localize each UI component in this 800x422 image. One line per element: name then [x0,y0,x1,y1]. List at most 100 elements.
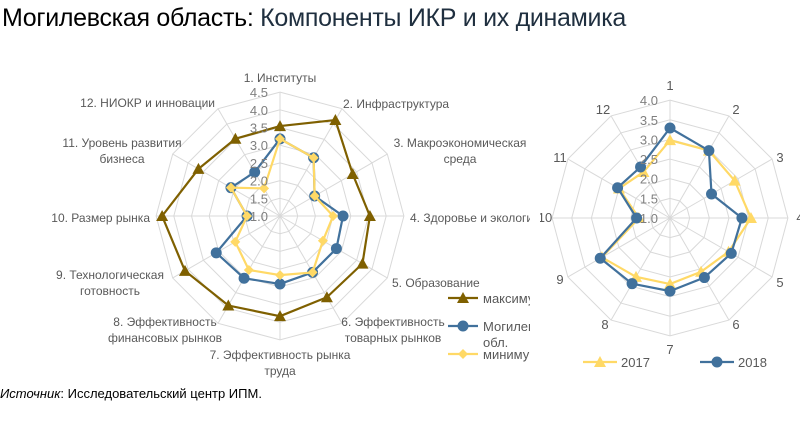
tick-label: 3.5 [640,113,658,128]
category-label: 9 [556,272,563,287]
legend-marker [457,320,469,332]
data-point [210,247,222,259]
data-point [664,122,676,134]
source-label: Источник [0,386,61,401]
data-point [222,299,235,311]
data-point [238,272,250,284]
category-label: 12 [596,102,610,117]
tick-label: 4.0 [640,93,658,108]
data-point [706,188,718,200]
data-point [337,210,349,222]
tick-label: 4.5 [250,85,268,100]
tick-label: 3.5 [250,121,268,136]
legend-label: обл. [483,335,508,350]
data-point [259,183,270,194]
legend-label: 2018 [738,355,767,370]
data-point [635,161,647,173]
legend-marker [457,292,469,303]
tick-label: 2.0 [250,174,268,189]
category-label: 7. Эффективность рынка [210,348,351,362]
data-point [225,182,236,193]
grid-spoke [567,217,671,278]
page-title: Могилевская область: Компоненты ИКР и их… [2,4,626,33]
legend-label: минимум [483,347,538,362]
data-point [328,211,339,221]
data-point [274,120,286,132]
category-label: 6. Эффективность [341,315,444,329]
data-point [156,210,169,221]
data-point [664,134,676,146]
data-point [274,278,286,290]
data-point [744,212,757,223]
category-label: финансовых рынков [108,331,222,345]
category-label: 8 [601,317,608,332]
data-point [626,278,638,290]
data-point [249,166,261,178]
data-point [309,190,320,201]
data-point [329,114,342,126]
category-label: 4 [796,210,800,225]
data-point [698,272,710,284]
category-label: 6 [732,317,739,332]
data-point [594,252,606,264]
category-label: 10. Размер рынка [51,211,150,225]
tick-label: 2.5 [640,152,658,167]
category-label: 5 [776,275,783,290]
grid-spoke [669,158,773,219]
title-subtitle: Компоненты ИКР и их динамика [260,4,626,32]
category-label: 5. Образование [392,276,480,290]
category-label: товарных рынков [345,331,442,345]
category-label: труда [264,364,296,378]
data-point [703,145,715,157]
source-text: : Исследовательский центр ИПМ. [60,386,262,401]
tick-label: 1.0 [250,209,268,224]
category-label: готовность [80,284,140,298]
data-point [274,310,286,322]
tick-label: 1.5 [640,191,658,206]
category-label: 11 [553,150,567,165]
data-point [308,152,319,163]
data-point [275,270,285,281]
data-point [230,236,241,247]
tick-label: 2.5 [250,156,268,171]
series-line-0 [600,138,753,286]
legend-marker [594,356,606,367]
series-line-1 [598,126,744,293]
data-point [356,257,369,269]
data-point [664,278,676,290]
data-point [631,212,643,224]
category-label: 2. Инфраструктура [343,97,449,111]
data-point [330,243,342,255]
data-point [192,162,205,174]
legend-marker [711,356,723,368]
grid-spoke [172,215,281,279]
tick-label: 1.0 [640,211,658,226]
data-point [320,291,333,303]
category-label: 11. Уровень развития [62,136,181,150]
tick-label: 1.5 [250,191,268,206]
data-point [178,264,191,276]
legend-label: Могилев [483,319,535,334]
category-label: 4. Здоровье и экология [410,211,540,225]
data-point [363,210,376,221]
category-label: 7 [666,342,673,357]
category-label: 2 [732,102,739,117]
tick-label: 4.0 [250,103,268,118]
category-label: среда [444,152,477,166]
left-radar-chart: 1.0 1.5 2.0 2.5 3.0 3.5 4.0 4.51. Институты 2. И… [51,71,543,378]
title-region: Могилевская область: [2,4,254,32]
data-point [725,247,737,259]
data-point [317,235,328,246]
data-point [346,168,359,180]
grid-spoke [669,115,730,219]
source-note: Источник: Исследовательский центр ИПМ. [0,386,262,401]
legend-marker [458,349,468,359]
grid-spoke [610,217,671,321]
category-label: 8. Эффективность [113,315,216,329]
category-label: 3 [776,150,783,165]
legend-label: максимум [483,291,543,306]
category-label: 12. НИОКР и инновации [80,96,215,110]
data-point [736,212,748,224]
right-radar-chart: 1.01.52.02.53.03.54.01234567891011122017… [540,78,800,370]
